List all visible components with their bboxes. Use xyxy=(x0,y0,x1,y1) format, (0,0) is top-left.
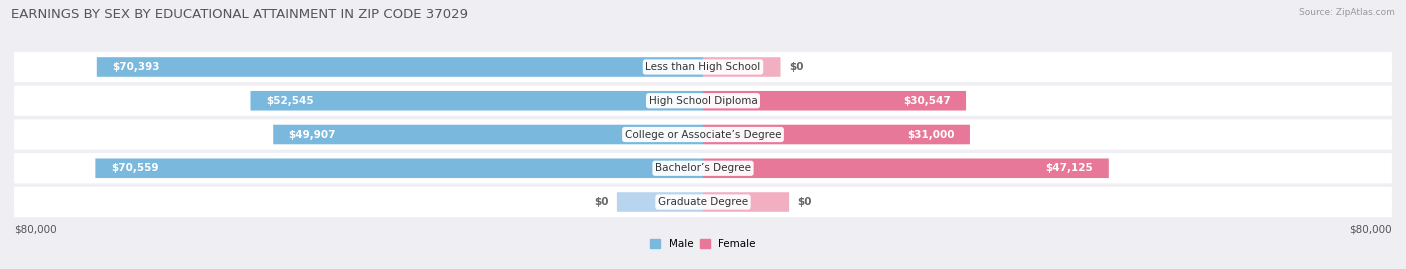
FancyBboxPatch shape xyxy=(273,125,703,144)
FancyBboxPatch shape xyxy=(617,192,703,212)
Text: $30,547: $30,547 xyxy=(903,96,950,106)
FancyBboxPatch shape xyxy=(703,57,780,77)
Text: $52,545: $52,545 xyxy=(266,96,314,106)
FancyBboxPatch shape xyxy=(250,91,703,111)
Text: $70,559: $70,559 xyxy=(111,163,159,173)
Text: High School Diploma: High School Diploma xyxy=(648,96,758,106)
Text: $80,000: $80,000 xyxy=(1350,225,1392,235)
FancyBboxPatch shape xyxy=(14,52,1392,82)
Text: $0: $0 xyxy=(789,62,804,72)
Text: Bachelor’s Degree: Bachelor’s Degree xyxy=(655,163,751,173)
Text: Less than High School: Less than High School xyxy=(645,62,761,72)
Text: Source: ZipAtlas.com: Source: ZipAtlas.com xyxy=(1299,8,1395,17)
Text: Graduate Degree: Graduate Degree xyxy=(658,197,748,207)
FancyBboxPatch shape xyxy=(703,125,970,144)
Text: $0: $0 xyxy=(593,197,609,207)
Text: $49,907: $49,907 xyxy=(288,129,336,140)
FancyBboxPatch shape xyxy=(14,119,1392,150)
Legend: Male, Female: Male, Female xyxy=(645,235,761,253)
Text: EARNINGS BY SEX BY EDUCATIONAL ATTAINMENT IN ZIP CODE 37029: EARNINGS BY SEX BY EDUCATIONAL ATTAINMEN… xyxy=(11,8,468,21)
FancyBboxPatch shape xyxy=(14,86,1392,116)
Text: $31,000: $31,000 xyxy=(907,129,955,140)
FancyBboxPatch shape xyxy=(96,158,703,178)
Text: College or Associate’s Degree: College or Associate’s Degree xyxy=(624,129,782,140)
FancyBboxPatch shape xyxy=(703,192,789,212)
Text: $80,000: $80,000 xyxy=(14,225,56,235)
FancyBboxPatch shape xyxy=(97,57,703,77)
FancyBboxPatch shape xyxy=(14,153,1392,183)
FancyBboxPatch shape xyxy=(703,158,1109,178)
FancyBboxPatch shape xyxy=(703,91,966,111)
Text: $70,393: $70,393 xyxy=(112,62,160,72)
FancyBboxPatch shape xyxy=(14,187,1392,217)
Text: $0: $0 xyxy=(797,197,813,207)
Text: $47,125: $47,125 xyxy=(1046,163,1094,173)
